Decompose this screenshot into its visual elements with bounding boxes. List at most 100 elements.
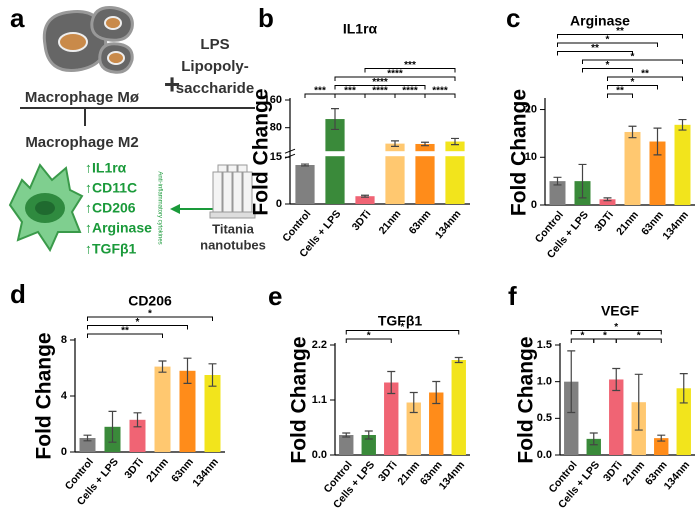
significance-bracket	[345, 338, 392, 343]
side-note: Anti-inflammatory cytokines	[156, 171, 162, 244]
chart-title: VEGF	[601, 303, 640, 319]
marker: ↑TGFβ1	[85, 241, 137, 257]
bar	[599, 199, 616, 205]
significance-bracket	[607, 93, 633, 98]
significance-bracket	[364, 68, 456, 73]
bar	[674, 124, 691, 205]
error-bar	[451, 137, 459, 146]
cell-label: Macrophage Mø	[25, 89, 140, 106]
panel-label: f	[508, 281, 517, 311]
x-tick-label: 21nm	[377, 208, 404, 237]
x-tick-label: 3DTi	[592, 209, 616, 234]
significance-bracket	[424, 93, 456, 98]
nanotubes-icon	[209, 164, 256, 219]
error-bar	[454, 356, 463, 364]
plus: +	[164, 68, 180, 99]
material: nanotubes	[200, 237, 266, 252]
y-tick-label: 20	[525, 103, 537, 115]
error-bar	[589, 432, 598, 446]
y-tick-label: 1.0	[537, 376, 552, 388]
y-axis-label: Fold Change	[288, 336, 311, 463]
bar	[179, 370, 196, 452]
error-bar	[628, 125, 637, 139]
significance-bracket	[607, 85, 658, 90]
significance-bracket	[582, 59, 683, 64]
axis-break-mark	[284, 153, 296, 159]
stimulus: LPS	[200, 36, 229, 53]
significance-bracket	[570, 330, 662, 335]
error-bar	[421, 141, 429, 147]
y-tick-label: 15	[270, 151, 282, 163]
bar	[361, 435, 376, 455]
significance-bracket	[607, 76, 683, 81]
x-tick-label: 134nm	[660, 209, 691, 242]
axis-break-gap	[291, 151, 471, 157]
error-bar	[387, 370, 396, 395]
y-tick-label: 10	[525, 151, 537, 163]
error-bar	[158, 360, 167, 373]
significance-bracket	[87, 333, 163, 338]
bar	[385, 143, 405, 204]
bar	[586, 438, 601, 455]
significance-label: **	[641, 69, 649, 80]
error-bar	[634, 373, 643, 431]
significance-label: ****	[372, 77, 388, 88]
significance-label: *	[367, 331, 371, 342]
error-bar	[603, 197, 612, 202]
error-bar	[331, 108, 339, 131]
bar	[676, 388, 691, 455]
bar	[415, 143, 435, 204]
error-bar	[208, 363, 217, 387]
result-label: Macrophage M2	[25, 134, 138, 151]
significance-bracket	[557, 34, 683, 39]
significance-label: *	[631, 77, 635, 88]
x-tick-label: 21nm	[620, 459, 647, 488]
significance-label: *	[637, 331, 641, 342]
significance-label: ****	[402, 86, 418, 97]
significance-label: ***	[404, 60, 416, 71]
y-tick-label: 1.5	[537, 339, 552, 351]
panel-label: c	[506, 3, 520, 33]
error-bar	[364, 430, 373, 440]
chart-title: CD206	[128, 293, 172, 309]
error-bar	[342, 432, 351, 438]
panel-label: a	[10, 3, 25, 33]
x-tick-label: 63nm	[407, 208, 434, 237]
bar	[624, 131, 641, 205]
significance-bracket	[557, 42, 658, 47]
x-tick-label: 21nm	[144, 456, 171, 485]
x-tick-label: 134nm	[190, 456, 221, 489]
error-bar	[133, 412, 142, 428]
significance-label: *	[136, 317, 140, 328]
y-tick-label: 0.0	[312, 449, 327, 461]
error-bar	[679, 373, 688, 404]
m2-cell	[8, 163, 84, 253]
x-tick-label: 21nm	[395, 459, 422, 488]
error-bar	[567, 350, 576, 414]
macrophage-cells	[42, 6, 134, 74]
bar	[384, 382, 399, 455]
x-tick-label: 134nm	[433, 208, 464, 241]
bar	[445, 141, 465, 204]
y-axis-label: Fold Change	[508, 89, 531, 216]
material: Titania	[212, 221, 254, 236]
error-bar	[391, 140, 399, 147]
significance-label: *	[606, 35, 610, 46]
y-tick-label: 80	[270, 122, 282, 134]
significance-label: ****	[432, 86, 448, 97]
x-tick-label: 3DTi	[350, 208, 374, 233]
significance-label: **	[616, 86, 624, 97]
y-tick-label: 0	[531, 199, 537, 211]
bar	[339, 435, 354, 455]
significance-bracket	[87, 325, 188, 330]
y-tick-label: 160	[264, 94, 282, 106]
axis-break-mark	[284, 148, 296, 154]
marker: ↑CD11C	[85, 180, 137, 196]
arrow-head	[170, 204, 180, 214]
bar	[129, 419, 146, 452]
bar	[564, 381, 579, 455]
panel-label: b	[258, 3, 274, 33]
significance-label: *	[603, 331, 607, 342]
significance-bracket	[334, 76, 456, 81]
